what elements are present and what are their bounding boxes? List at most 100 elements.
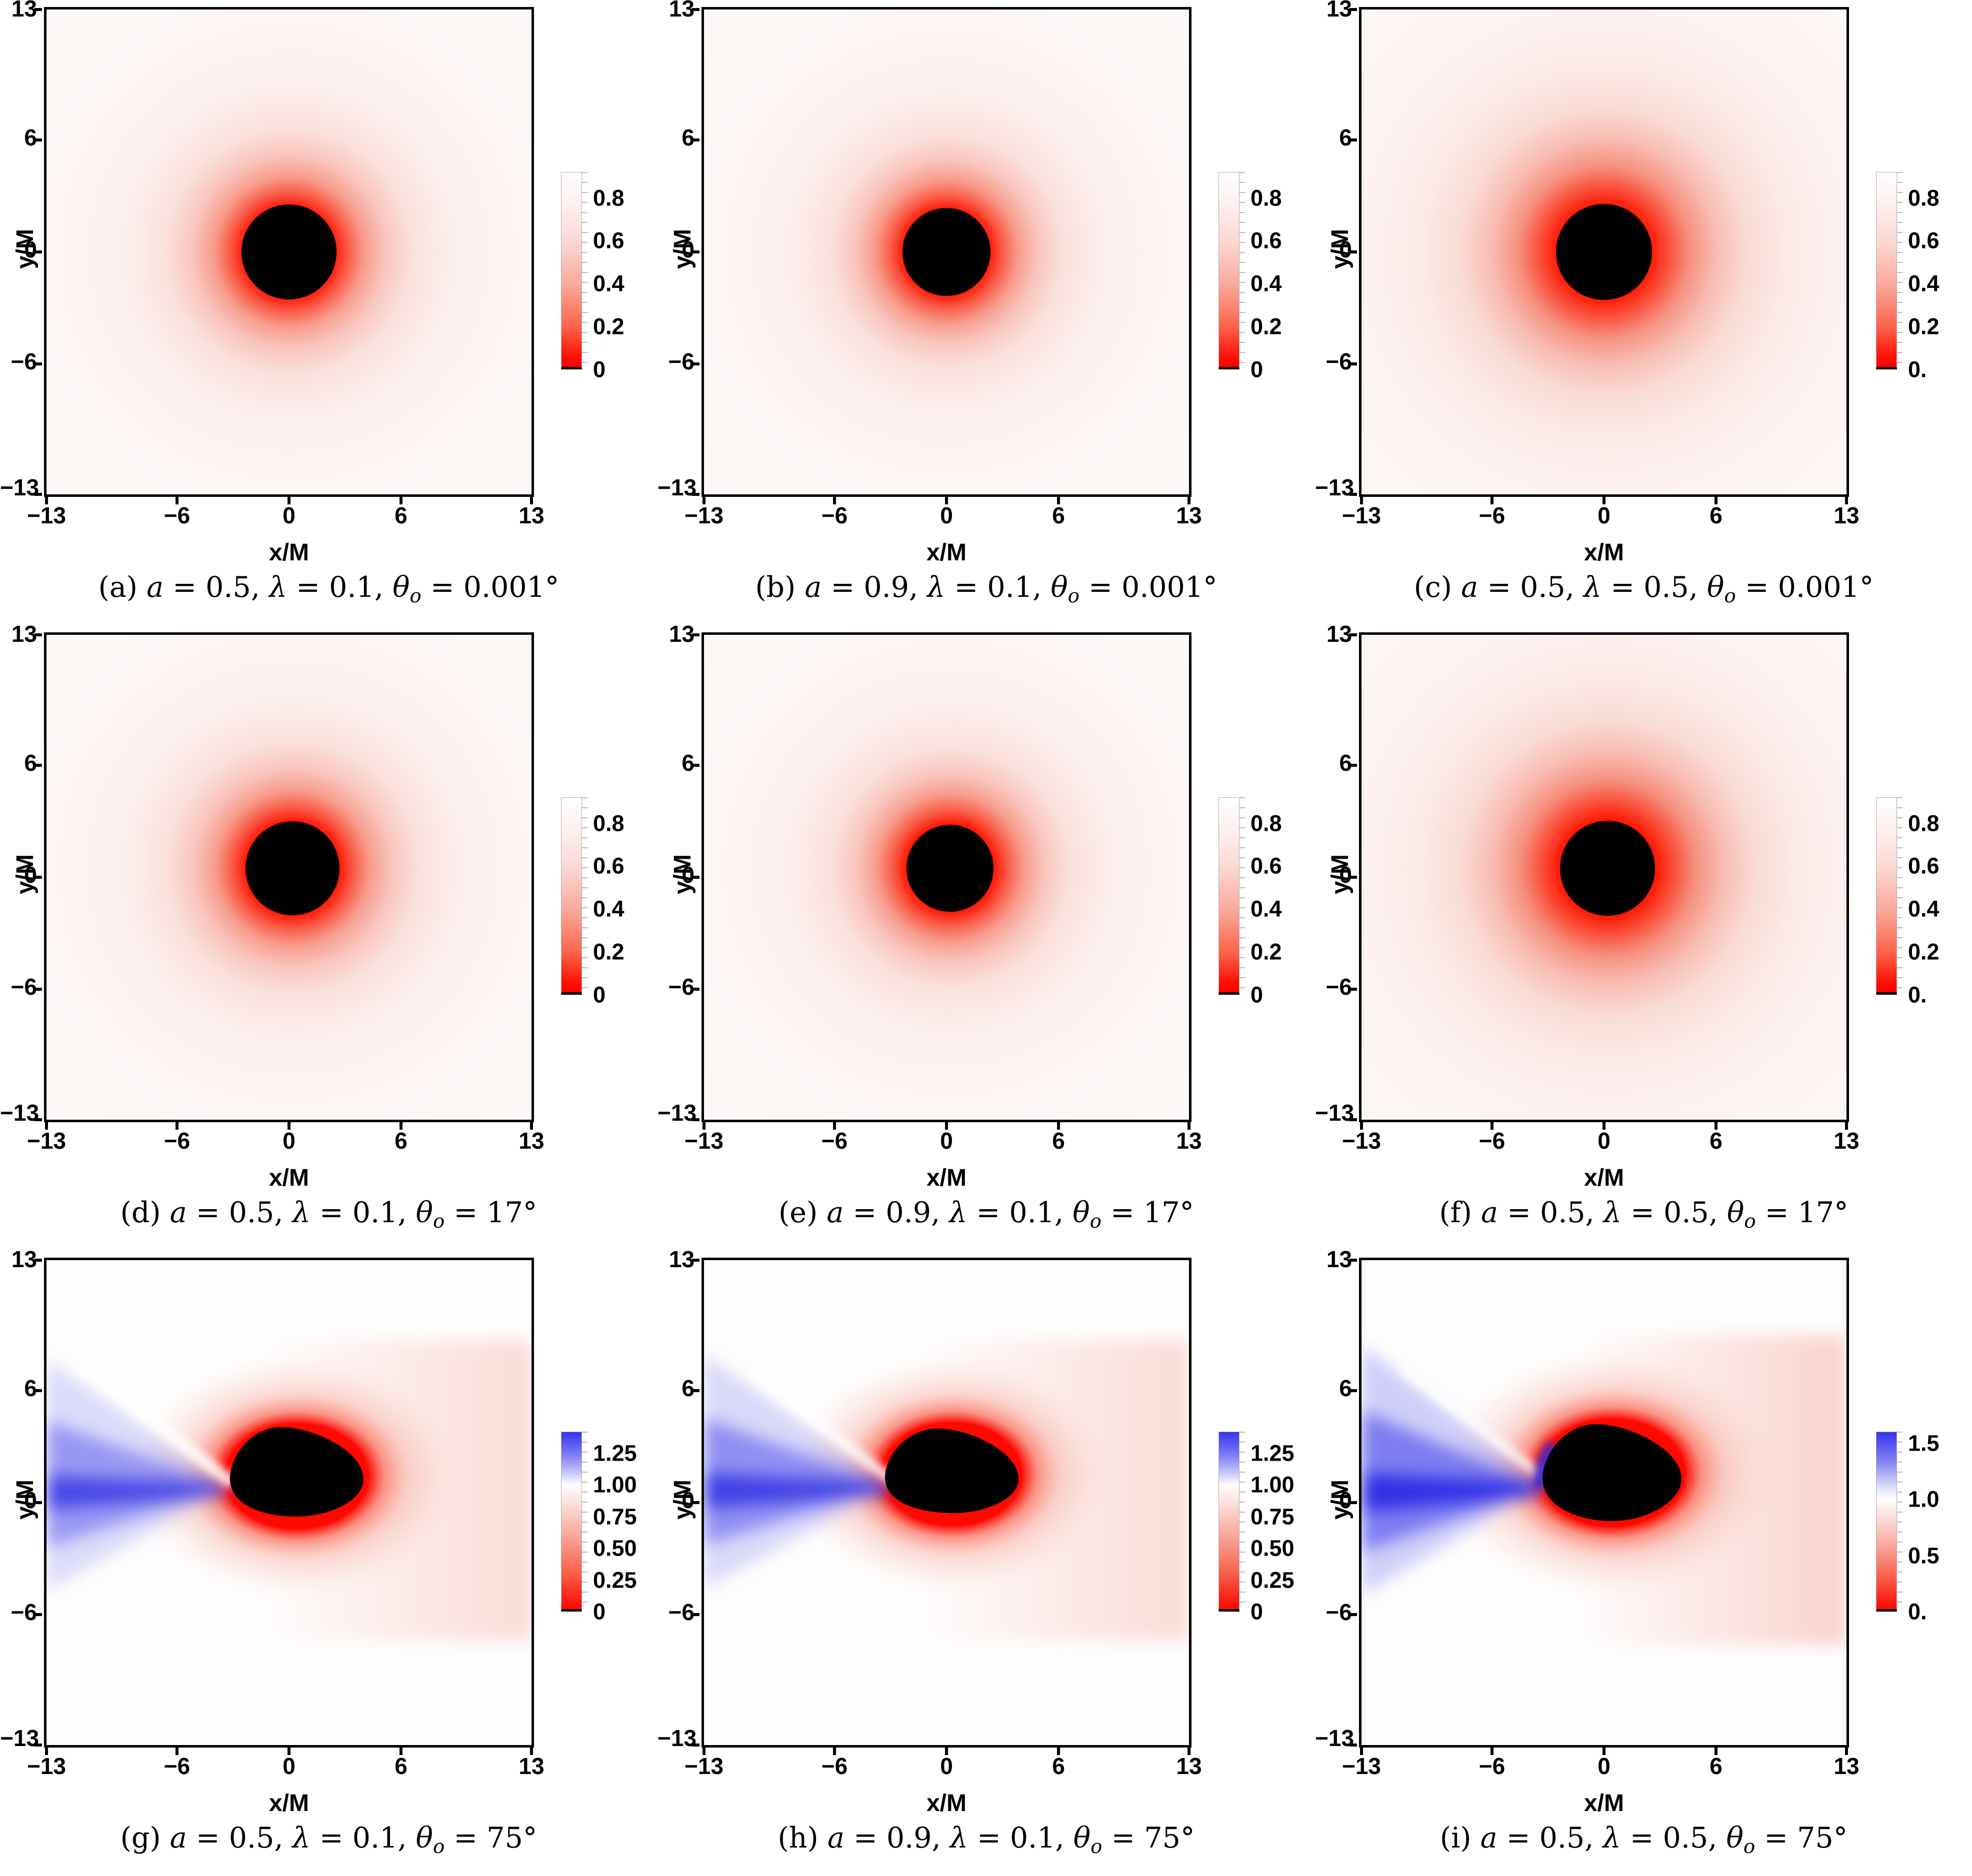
y-tick-label: −6 (10, 348, 37, 374)
y-tick-label: −6 (1326, 974, 1352, 1000)
colorbar-gradient (1218, 797, 1240, 995)
y-tick-label: 0 (24, 862, 37, 888)
black-hole-shadow (906, 824, 994, 912)
y-axis-tick (1350, 1118, 1357, 1121)
x-tick-label: −13 (26, 1128, 66, 1154)
y-tick-label: 0 (24, 1487, 37, 1513)
x-tick-label: 13 (518, 1128, 544, 1154)
y-axis-tick (34, 1501, 42, 1504)
y-tick-label: 6 (1339, 124, 1352, 150)
y-tick-label: 13 (11, 1246, 37, 1272)
x-tick-label: −6 (164, 1128, 190, 1154)
x-axis-tick (1845, 1122, 1848, 1130)
y-axis-tick (692, 250, 700, 253)
x-tick-label: −6 (1478, 502, 1506, 528)
y-axis-tick (692, 1744, 700, 1747)
x-axis-tick (1056, 1748, 1060, 1755)
colorbar: 1.25 1.00 0.75 0.50 0.25 0 (561, 1432, 656, 1623)
colorbar-ticks (1897, 1432, 1902, 1612)
x-axis-tick (1056, 497, 1060, 504)
y-axis-tick (1350, 987, 1357, 991)
y-axis-tick (692, 1501, 700, 1504)
x-tick-label: 6 (1052, 1128, 1065, 1154)
y-axis-tick (34, 633, 42, 636)
y-tick-label: 13 (668, 621, 694, 647)
x-tick-label: −6 (821, 1753, 848, 1779)
colorbar-tick-label: 0 (1250, 1599, 1264, 1625)
colorbar: 0.8 0.6 0.4 0.2 0. (1876, 172, 1971, 381)
x-axis-tick (176, 1122, 179, 1130)
x-tick-label: 0 (1598, 1753, 1610, 1779)
y-tick-label: 6 (682, 1375, 694, 1401)
y-tick-label: −6 (668, 348, 694, 374)
y-tick-label: 6 (24, 750, 37, 776)
y-tick-label: −13 (1315, 1100, 1354, 1126)
panel-caption: (c) a = 0.5, λ = 0.5, θo = 0.001° (1414, 571, 1874, 607)
y-tick-label: 6 (682, 750, 694, 776)
y-tick-label: 0 (1339, 236, 1352, 262)
y-axis-tick (34, 876, 42, 879)
x-tick-label: 0 (282, 1753, 296, 1779)
colorbar-gradient (1218, 1432, 1240, 1612)
colorbar-tick-label: 0.75 (1250, 1504, 1294, 1530)
plot-area (1350, 632, 1849, 1130)
colorbar-gradient (561, 1432, 582, 1612)
x-tick-label: −6 (164, 502, 190, 528)
colorbar: 0.8 0.6 0.4 0.2 0 (561, 172, 656, 381)
colorbar-tick-label: 1.25 (593, 1440, 637, 1466)
colorbar-tick-label: 0.4 (1908, 896, 1940, 922)
x-tick-label: −13 (684, 1128, 724, 1154)
x-axis-tick (1602, 1122, 1606, 1130)
y-tick-label: 13 (1326, 621, 1352, 647)
colorbar-tick-label: 0.4 (1250, 896, 1282, 922)
x-tick-label: 6 (1710, 1128, 1722, 1154)
y-axis-tick (34, 1613, 42, 1616)
x-tick-label: −13 (684, 1753, 724, 1779)
x-tick-label: 13 (518, 1753, 544, 1779)
x-tick-label: 0 (282, 502, 296, 528)
panel-caption: (f) a = 0.5, λ = 0.5, θo = 17° (1439, 1196, 1848, 1233)
x-tick-label: 6 (394, 1128, 408, 1154)
y-axis-tick (34, 1118, 42, 1121)
colorbar: 0.8 0.6 0.4 0.2 0 (561, 797, 656, 1006)
x-axis-tick (1360, 1748, 1363, 1755)
x-tick-label: −13 (26, 1753, 66, 1779)
x-axis-tick (1188, 1122, 1190, 1130)
colorbar: 1.25 1.00 0.75 0.50 0.25 0 (1218, 1432, 1314, 1623)
plot-area (692, 7, 1192, 504)
y-axis-tick (692, 1389, 700, 1393)
x-tick-label: 0 (940, 502, 953, 528)
y-axis-tick (1350, 1389, 1357, 1393)
colorbar: 0.8 0.6 0.4 0.2 0. (1876, 797, 1971, 1006)
colorbar-tick-label: 0.8 (1908, 810, 1940, 836)
x-axis-tick (702, 1122, 706, 1130)
colorbar-tick-label: 0.6 (1908, 853, 1940, 879)
black-hole-shadow (1556, 204, 1652, 300)
plot-area (34, 632, 534, 1130)
y-tick-label: 13 (1326, 0, 1352, 21)
colorbar-tick-label: 0.8 (1250, 810, 1282, 836)
y-axis-tick (1350, 1613, 1357, 1616)
panel-caption: (g) a = 0.5, λ = 0.1, θo = 75° (120, 1822, 538, 1858)
y-axis-tick (1350, 362, 1357, 365)
colorbar-tick-label: 0.6 (1250, 853, 1282, 879)
x-axis-tick (1714, 1748, 1718, 1755)
x-axis-tick (702, 1748, 706, 1755)
black-hole-shadow (230, 1427, 364, 1517)
y-axis-tick (34, 8, 42, 11)
colorbar-tick-label: 0.6 (1250, 227, 1282, 253)
x-tick-label: 13 (1834, 1753, 1860, 1779)
x-axis-tick (530, 1122, 533, 1130)
y-tick-label: 0 (24, 236, 37, 262)
x-axis-tick (530, 1748, 533, 1755)
x-axis-tick (945, 1748, 948, 1755)
x-tick-label: −13 (1342, 1753, 1382, 1779)
x-axis-tick (288, 1748, 290, 1755)
y-axis-tick (34, 138, 42, 142)
y-tick-label: −13 (658, 1100, 697, 1126)
colorbar-tick-label: 0.50 (593, 1535, 637, 1561)
colorbar-gradient (561, 797, 582, 995)
x-axis-tick (530, 497, 533, 504)
panel-caption: (e) a = 0.9, λ = 0.1, θo = 17° (778, 1196, 1194, 1233)
x-axis-label: x/M (268, 539, 309, 566)
